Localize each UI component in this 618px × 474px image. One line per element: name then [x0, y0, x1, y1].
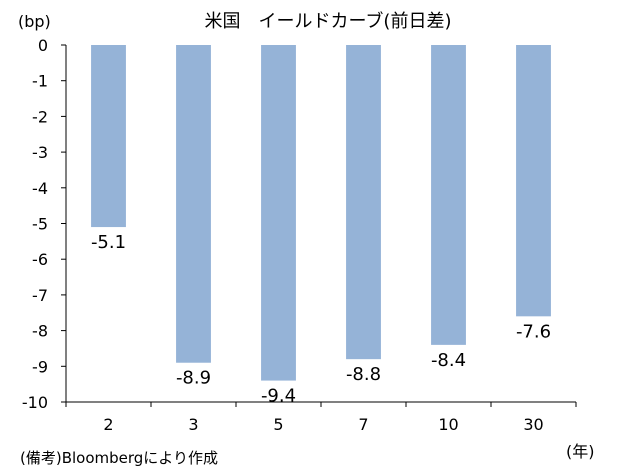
x-axis-unit: (年) — [566, 442, 595, 461]
data-label-5: -9.4 — [261, 386, 296, 407]
bar-group — [91, 45, 551, 381]
y-tick-label: -10 — [22, 393, 48, 412]
y-axis: 0 -1 -2 -3 -4 -5 -6 -7 -8 -9 -10 — [22, 36, 67, 412]
bar-3 — [176, 45, 211, 363]
y-axis-unit: (bp) — [18, 12, 51, 31]
y-tick-label: -2 — [32, 107, 48, 126]
footnote: (備考)Bloombergにより作成 — [20, 449, 218, 467]
data-label-group: -5.1 -8.9 -9.4 -8.8 -8.4 -7.6 — [91, 232, 551, 407]
bar-10 — [431, 45, 466, 345]
data-label-7: -8.8 — [346, 364, 381, 385]
data-label-3: -8.9 — [176, 368, 211, 389]
chart-title: 米国 イールドカーブ(前日差) — [205, 10, 452, 32]
data-label-2: -5.1 — [91, 232, 126, 253]
y-tick-label: -5 — [32, 215, 48, 234]
x-tick-label: 7 — [358, 415, 368, 434]
y-tick-label: -4 — [32, 179, 48, 198]
y-tick-label: -3 — [32, 143, 48, 162]
data-label-10: -8.4 — [431, 350, 466, 371]
y-tick-label: -9 — [32, 357, 48, 376]
x-tick-label: 3 — [188, 415, 198, 434]
y-tick-label: -7 — [32, 286, 48, 305]
bar-5 — [261, 45, 296, 381]
x-tick-label: 30 — [523, 415, 543, 434]
bar-30 — [516, 45, 551, 317]
bar-2 — [91, 45, 126, 228]
y-tick-label: -1 — [32, 72, 48, 91]
data-label-30: -7.6 — [516, 321, 551, 342]
x-axis: 2 3 5 7 10 30 — [65, 401, 577, 434]
bar-7 — [346, 45, 381, 360]
x-tick-label: 10 — [438, 415, 458, 434]
y-tick-label: -8 — [32, 322, 48, 341]
y-tick-label: 0 — [38, 36, 48, 55]
x-tick-label: 5 — [273, 415, 283, 434]
y-tick-label: -6 — [32, 250, 48, 269]
x-tick-label: 2 — [103, 415, 113, 434]
